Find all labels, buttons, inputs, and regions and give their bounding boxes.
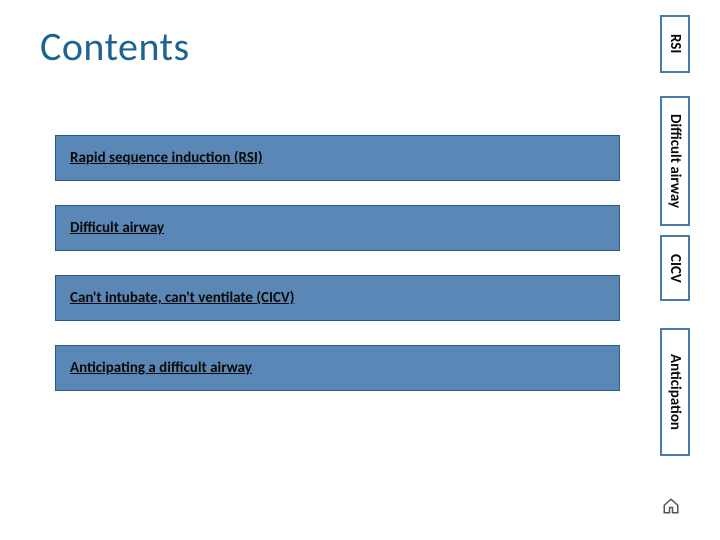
home-icon[interactable]	[662, 497, 680, 515]
slide: Contents Rapid sequence induction (RSI) …	[0, 0, 720, 540]
tab-rsi[interactable]: RSI	[660, 15, 690, 73]
content-bar-difficult[interactable]: Difficult airway	[55, 205, 620, 251]
content-bar-anticipation[interactable]: Anticipating a difficult airway	[55, 345, 620, 391]
tab-anticipation[interactable]: Anticipation	[660, 328, 690, 456]
tab-cicv[interactable]: CICV	[660, 235, 690, 301]
content-link-rsi[interactable]: Rapid sequence induction (RSI)	[70, 149, 263, 167]
content-link-anticipation[interactable]: Anticipating a difficult airway	[70, 359, 252, 377]
tab-difficult-airway[interactable]: Difficult airway	[660, 96, 690, 226]
content-link-difficult[interactable]: Difficult airway	[70, 219, 164, 237]
content-bar-cicv[interactable]: Can't intubate, can't ventilate (CICV)	[55, 275, 620, 321]
content-link-cicv[interactable]: Can't intubate, can't ventilate (CICV)	[70, 289, 294, 307]
page-title: Contents	[40, 22, 190, 71]
content-list: Rapid sequence induction (RSI) Difficult…	[55, 135, 620, 415]
content-bar-rsi[interactable]: Rapid sequence induction (RSI)	[55, 135, 620, 181]
